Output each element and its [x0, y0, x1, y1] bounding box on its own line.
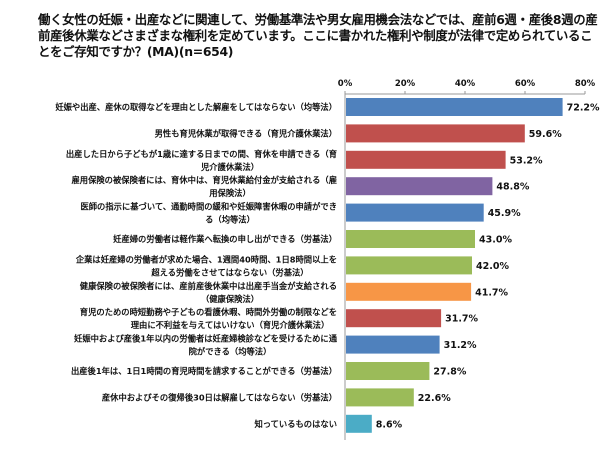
value-label: 41.7%: [475, 287, 508, 298]
category-label: 妊娠中および産後1年以内の労働者は妊産婦検診などを受けるために通: [74, 334, 338, 344]
category-label: 出産後1年は、1日1時間の育児時間を請求することができる（労基法）: [71, 366, 337, 376]
bar: [346, 98, 563, 116]
bar: [346, 362, 430, 380]
value-label: 43.0%: [479, 235, 512, 246]
x-tick-label: 20%: [395, 79, 416, 89]
bar: [346, 309, 442, 328]
value-label: 31.2%: [444, 340, 477, 351]
bar: [346, 203, 484, 222]
bar: [346, 256, 472, 275]
chart-title: 働く女性の妊娠・出産などに関連して、労働基準法や男女雇用機会法などでは、産前6週…: [38, 12, 598, 59]
category-label: （健康保険法）: [201, 294, 259, 304]
value-label: 48.8%: [496, 182, 529, 193]
category-label: る（均等法）: [205, 215, 255, 225]
category-label: 妊娠や出産、産休の取得などを理由とした解雇をしてはならない（均等法）: [55, 102, 337, 112]
x-tick-label: 80%: [575, 79, 596, 89]
x-tick-label: 0%: [338, 79, 353, 89]
bar: [346, 177, 493, 196]
bar: [346, 230, 475, 248]
value-label: 27.8%: [433, 367, 466, 378]
value-label: 45.9%: [488, 208, 521, 219]
bar: [346, 335, 440, 354]
category-label: 知っているものはない: [254, 419, 337, 429]
bar: [346, 388, 414, 407]
category-label: 雇用保険の被保険者には、育休中は、育児休業給付金が支給される（雇: [70, 175, 337, 185]
category-label: 男性も育児休業が取得できる（育児介護休業法）: [154, 128, 337, 138]
category-label: 健康保険の被保険者には、産前産後休業中は出産手当金が支給される: [80, 281, 337, 291]
value-label: 31.7%: [445, 314, 478, 325]
x-tick-label: 60%: [515, 79, 536, 89]
bar: [346, 282, 472, 301]
category-label: 産休中およびその復帰後30日は解雇してはならない（労基法）: [102, 392, 337, 402]
category-label: 超える労働をさせてはならない（労基法）: [150, 267, 308, 277]
category-label: 妊産婦の労働者は軽作業へ転換の申し出ができる（労基法）: [113, 234, 337, 244]
bar: [346, 124, 525, 143]
value-label: 22.6%: [418, 393, 451, 404]
value-label: 72.2%: [567, 103, 600, 114]
category-label: 医師の指示に基づいて、通勤時間の緩和や妊娠障害休暇の申請ができ: [80, 202, 337, 212]
category-label: 出産した日から子どもが1歳に達する日までの間、育休を申請できる（育: [66, 149, 337, 159]
value-label: 42.0%: [476, 261, 509, 272]
category-label: 育児のための時短勤務や子どもの看護休暇、時間外労働の制限などを: [80, 307, 337, 317]
value-label: 59.6%: [529, 129, 562, 140]
category-label: 企業は妊産婦の労働者が求めた場合、1週間40時間、1日8時間以上を: [75, 254, 337, 264]
category-label: 院ができる（均等法）: [189, 347, 272, 357]
bar: [346, 150, 506, 169]
value-label: 53.2%: [510, 155, 543, 166]
bar: [346, 414, 372, 433]
category-label: 児介護休業法）: [200, 162, 259, 172]
category-label: 理由に不利益を与えてはいけない（育児介護休業法）: [131, 320, 330, 330]
value-label: 8.6%: [376, 419, 403, 430]
x-tick-label: 40%: [455, 79, 476, 89]
category-label: 用保険法）: [208, 188, 251, 198]
